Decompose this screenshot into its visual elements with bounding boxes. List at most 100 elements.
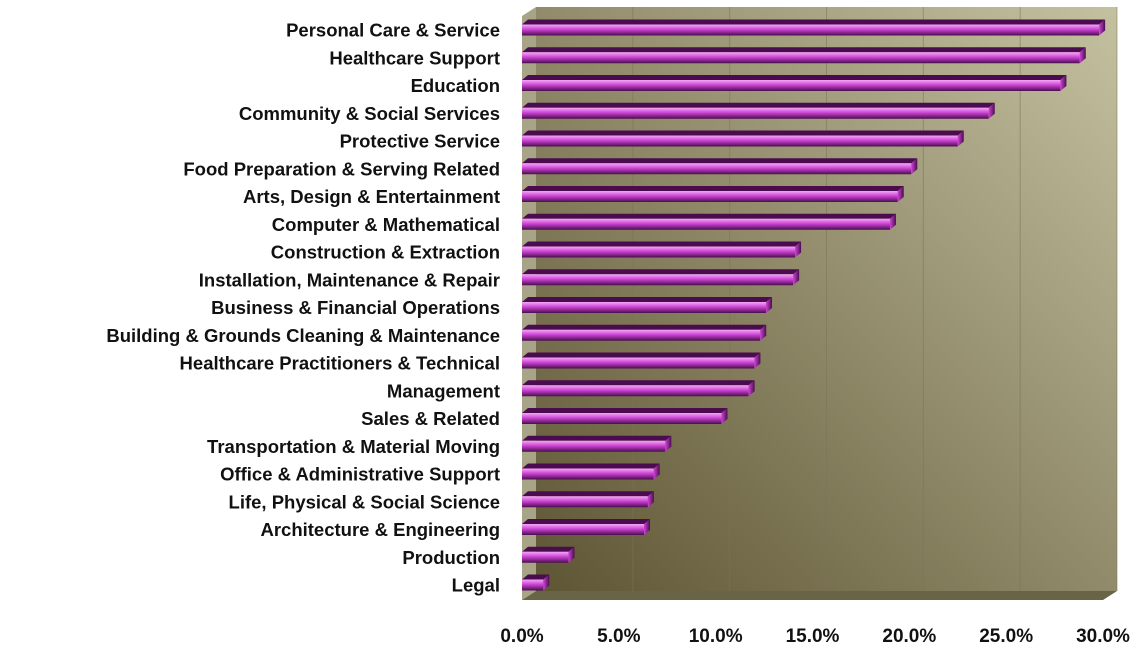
bar-end-cap: [897, 186, 904, 202]
bar-front-face: [522, 80, 1061, 91]
bar: [522, 47, 1086, 64]
bar-end-cap: [748, 380, 755, 397]
category-label: Construction & Extraction: [271, 242, 500, 263]
bar-end-cap: [721, 408, 728, 424]
bar: [522, 297, 773, 313]
bar-front-face: [522, 218, 890, 230]
bars: [522, 19, 1106, 591]
bar-top-face: [522, 324, 767, 330]
category-label: Arts, Design & Entertainment: [243, 186, 500, 207]
bar-top-face: [522, 102, 995, 108]
x-tick-label: 0.0%: [500, 626, 543, 647]
bar-front-face: [522, 524, 645, 535]
category-label: Healthcare Support: [329, 47, 500, 68]
bar-front-face: [522, 274, 794, 286]
x-tick-label: 15.0%: [786, 626, 840, 647]
category-label: Business & Financial Operations: [211, 297, 500, 318]
category-label: Life, Physical & Social Science: [229, 491, 500, 512]
category-label: Personal Care & Service: [286, 20, 500, 41]
bar-end-cap: [911, 158, 918, 175]
bar-front-face: [522, 579, 544, 591]
category-label: Computer & Mathematical: [272, 214, 500, 235]
bar-end-cap: [1060, 75, 1067, 91]
bar-end-cap: [795, 241, 802, 258]
bar: [522, 102, 995, 119]
bar: [522, 186, 904, 202]
bar-top-face: [522, 491, 654, 497]
bar-front-face: [522, 52, 1080, 64]
bar: [522, 352, 761, 369]
bar-end-cap: [889, 213, 896, 230]
bar: [522, 75, 1067, 91]
bar: [522, 158, 918, 175]
bar: [522, 519, 651, 535]
bar-front-face: [522, 24, 1100, 36]
bar-end-cap: [760, 324, 767, 341]
bar-top-face: [522, 75, 1067, 80]
bar: [522, 324, 767, 341]
bar-end-cap: [647, 491, 654, 508]
bar-front-face: [522, 496, 648, 508]
category-label: Production: [402, 547, 500, 568]
bar-front-face: [522, 385, 749, 397]
category-label: Installation, Maintenance & Repair: [199, 269, 500, 290]
bar-top-face: [522, 213, 896, 219]
bar-top-face: [522, 519, 651, 524]
bar-end-cap: [1099, 19, 1106, 36]
bar: [522, 130, 964, 147]
bar-top-face: [522, 19, 1106, 25]
x-axis-tick-labels: 0.0% 5.0% 10.0% 15.0% 20.0% 25.0% 30.0%: [500, 626, 1130, 647]
bar: [522, 213, 896, 230]
x-tick-label: 10.0%: [689, 626, 743, 647]
bar-end-cap: [543, 574, 550, 591]
bar-end-cap: [665, 435, 672, 452]
category-label: Education: [411, 75, 500, 96]
category-label: Office & Administrative Support: [220, 464, 500, 485]
bar-top-face: [522, 269, 800, 275]
category-label: Transportation & Material Moving: [207, 436, 500, 457]
bar-top-face: [522, 435, 672, 441]
bar-top-face: [522, 546, 575, 552]
category-label: Food Preparation & Serving Related: [183, 158, 500, 179]
bar-top-face: [522, 47, 1086, 53]
bar: [522, 408, 728, 424]
bar: [522, 574, 550, 591]
x-tick-label: 30.0%: [1076, 626, 1130, 647]
category-label: Sales & Related: [361, 408, 500, 429]
bar-front-face: [522, 551, 569, 563]
bar-end-cap: [568, 546, 575, 563]
bar-front-face: [522, 163, 912, 175]
bar-top-face: [522, 352, 761, 358]
bar-front-face: [522, 440, 666, 452]
bar: [522, 269, 800, 286]
bar-end-cap: [957, 130, 964, 147]
bar-top-face: [522, 408, 728, 413]
bar-end-cap: [793, 269, 800, 286]
bar-top-face: [522, 241, 802, 247]
bar-end-cap: [766, 297, 773, 313]
bar: [522, 546, 575, 563]
bar: [522, 19, 1106, 36]
bar: [522, 463, 660, 480]
bar: [522, 380, 755, 397]
bar-top-face: [522, 130, 964, 136]
bar: [522, 241, 802, 258]
category-label: Healthcare Practitioners & Technical: [180, 353, 500, 374]
bar-top-face: [522, 158, 918, 164]
bar-front-face: [522, 468, 654, 480]
bar-front-face: [522, 246, 796, 258]
category-label: Management: [387, 380, 500, 401]
bar-front-face: [522, 413, 722, 424]
category-label: Protective Service: [340, 131, 500, 152]
bar-top-face: [522, 574, 550, 580]
bar-front-face: [522, 107, 989, 119]
bar-top-face: [522, 380, 755, 386]
bar-top-face: [522, 186, 904, 191]
bar-front-face: [522, 357, 755, 369]
category-label: Community & Social Services: [239, 103, 500, 124]
bar-end-cap: [644, 519, 651, 535]
bar-top-face: [522, 463, 660, 469]
bar-top-face: [522, 297, 773, 302]
bar: [522, 435, 672, 452]
